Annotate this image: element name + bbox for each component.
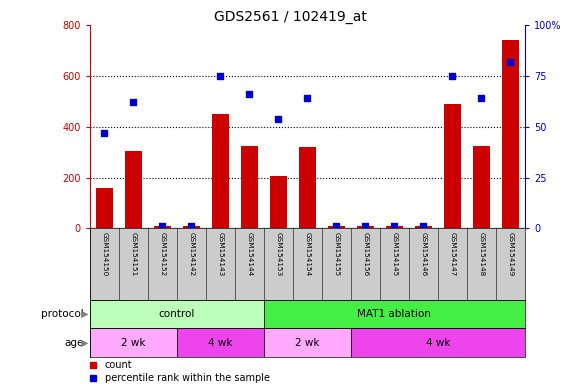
Text: GSM154143: GSM154143 (218, 232, 223, 276)
Bar (415, 226, 432, 228)
Bar (177, 328, 264, 357)
Text: GSM154156: GSM154156 (362, 232, 368, 276)
Text: GSM154149: GSM154149 (508, 232, 513, 276)
Bar (328, 226, 345, 228)
Text: ▶: ▶ (81, 309, 89, 319)
Text: percentile rank within the sample: percentile rank within the sample (104, 373, 270, 383)
Text: GSM154148: GSM154148 (478, 232, 484, 276)
Bar (444, 104, 461, 228)
Point (390, 223, 399, 230)
Text: GSM154150: GSM154150 (102, 232, 107, 276)
Point (245, 91, 254, 97)
Text: 4 wk: 4 wk (426, 338, 450, 348)
Bar (351, 328, 525, 357)
Bar (90, 328, 177, 357)
Text: control: control (159, 309, 195, 319)
Point (361, 223, 370, 230)
Text: GSM154155: GSM154155 (334, 232, 339, 276)
Point (216, 73, 225, 79)
Point (158, 223, 167, 230)
Text: 4 wk: 4 wk (208, 338, 233, 348)
Bar (183, 226, 200, 228)
Text: MAT1 ablation: MAT1 ablation (357, 309, 432, 319)
Bar (241, 146, 258, 228)
Point (332, 223, 341, 230)
Point (448, 73, 457, 79)
Text: GSM154152: GSM154152 (160, 232, 165, 276)
Text: GSM154146: GSM154146 (420, 232, 426, 276)
Text: GSM154144: GSM154144 (246, 232, 252, 276)
Point (477, 95, 486, 101)
Text: 2 wk: 2 wk (295, 338, 320, 348)
Bar (96, 188, 113, 228)
Point (187, 223, 196, 230)
Bar (386, 226, 403, 228)
Bar (502, 40, 519, 228)
Text: GSM154153: GSM154153 (276, 232, 281, 276)
Text: GDS2561 / 102419_at: GDS2561 / 102419_at (213, 10, 367, 23)
Text: GSM154147: GSM154147 (450, 232, 455, 276)
Bar (264, 328, 351, 357)
Point (506, 58, 515, 65)
Bar (90, 300, 264, 328)
Text: GSM154154: GSM154154 (304, 232, 310, 276)
Text: count: count (104, 360, 132, 370)
Bar (357, 226, 374, 228)
Point (419, 223, 428, 230)
Point (129, 99, 138, 105)
Bar (473, 146, 490, 228)
Point (303, 95, 312, 101)
Text: ▶: ▶ (81, 338, 89, 348)
Text: GSM154151: GSM154151 (130, 232, 136, 276)
Bar (299, 147, 316, 228)
Bar (270, 176, 287, 228)
Bar (125, 151, 142, 228)
Text: GSM154145: GSM154145 (392, 232, 397, 276)
Text: 2 wk: 2 wk (121, 338, 146, 348)
Bar (212, 114, 229, 228)
Point (100, 130, 109, 136)
Text: GSM154142: GSM154142 (188, 232, 194, 276)
Text: age: age (65, 338, 84, 348)
Text: protocol: protocol (41, 309, 84, 319)
Bar (154, 226, 171, 228)
Bar (264, 300, 525, 328)
Point (274, 116, 283, 122)
